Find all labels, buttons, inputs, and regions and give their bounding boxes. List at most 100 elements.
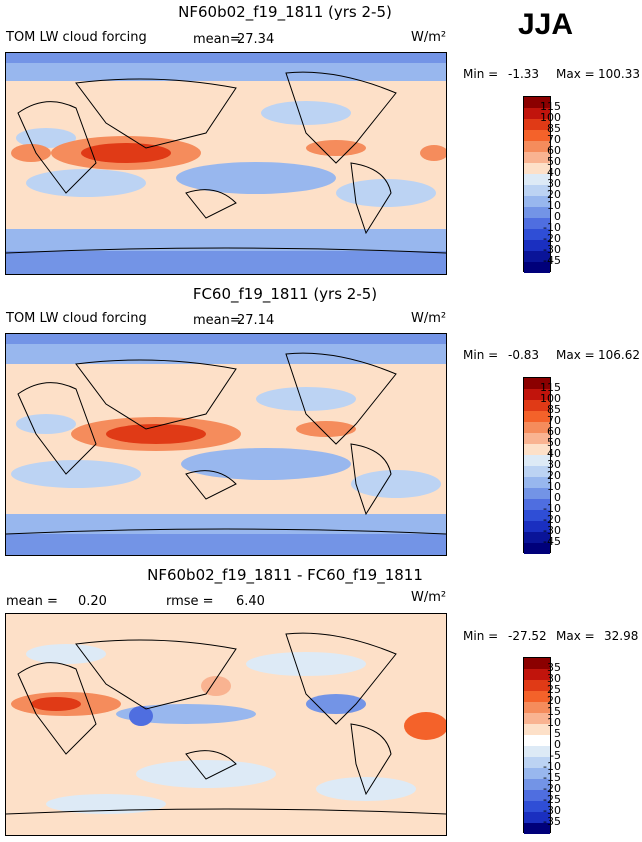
colorbar-segment: [524, 658, 550, 669]
p1-coast: [185, 189, 237, 219]
p1-warm-africa: [11, 144, 51, 162]
panel2-max-value: 106.62: [598, 348, 640, 362]
colorbar-tick-label: 85: [547, 122, 561, 135]
colorbar-segment: [524, 510, 550, 521]
colorbar-tick-label: 10: [547, 199, 561, 212]
colorbar-tick-label: 20: [547, 694, 561, 707]
p1-coast: [17, 101, 97, 194]
colorbar-tick-label: 0: [554, 738, 561, 751]
p3-coast: [185, 750, 237, 780]
colorbar-segment: [524, 488, 550, 499]
panel3-colorbar: [523, 657, 551, 834]
colorbar-tick-label: 50: [547, 155, 561, 168]
p1-coast: [6, 247, 446, 254]
colorbar-segment: [524, 499, 550, 510]
panel3-min-value: -27.52: [508, 629, 547, 643]
panel1-mean-label: mean=: [193, 32, 241, 47]
colorbar-segment: [524, 185, 550, 196]
colorbar-tick-label: -10: [543, 221, 561, 234]
colorbar-segment: [524, 823, 550, 834]
colorbar-tick-label: -45: [543, 535, 561, 548]
panel2-colorbar: [523, 377, 551, 554]
panel1-field: [6, 53, 446, 274]
colorbar-segment: [524, 724, 550, 735]
colorbar-segment: [524, 521, 550, 532]
colorbar-tick-label: -45: [543, 254, 561, 267]
p3-coast: [75, 639, 237, 710]
colorbar-tick-label: 70: [547, 133, 561, 146]
p1-blob: [176, 162, 336, 194]
p2-coast: [185, 470, 237, 500]
p2-blob: [181, 448, 351, 480]
panel3-mean-label: mean =: [6, 594, 58, 609]
colorbar-segment: [524, 543, 550, 554]
season-label: JJA: [518, 8, 574, 41]
p3-coast: [17, 662, 97, 755]
p2-coast: [75, 359, 237, 430]
colorbar-segment: [524, 152, 550, 163]
colorbar-segment: [524, 141, 550, 152]
panel3-max-value: 32.98: [604, 629, 639, 643]
panel3-map: [5, 613, 447, 836]
p2-antarctic: [6, 534, 446, 555]
colorbar-tick-label: 50: [547, 436, 561, 449]
panel3-units: W/m²: [411, 590, 447, 605]
colorbar-segment: [524, 130, 550, 141]
colorbar-tick-label: 100: [540, 111, 561, 124]
colorbar-segment: [524, 455, 550, 466]
p1-coast: [285, 71, 397, 164]
colorbar-tick-label: 10: [547, 716, 561, 729]
colorbar-segment: [524, 812, 550, 823]
p1-warm-amer: [306, 140, 366, 156]
panel1-min-label: Min =: [463, 67, 499, 81]
panel3-title: NF60b02_f19_1811 - FC60_f19_1811: [147, 566, 423, 584]
colorbar-segment: [524, 702, 550, 713]
colorbar-tick-label: 10: [547, 480, 561, 493]
panel1-title: NF60b02_f19_1811 (yrs 2-5): [178, 3, 392, 21]
panel1-min-value: -1.33: [508, 67, 540, 81]
colorbar-tick-label: 20: [547, 469, 561, 482]
colorbar-segment: [524, 444, 550, 455]
colorbar-tick-label: -30: [543, 524, 561, 537]
p2-blob: [256, 387, 356, 411]
panel2-mean-label: mean=: [193, 313, 241, 328]
p2-coast: [6, 528, 446, 535]
colorbar-tick-label: -20: [543, 232, 561, 245]
panel2-min-value: -0.83: [508, 348, 540, 362]
p3-blob: [136, 760, 276, 788]
colorbar-segment: [524, 746, 550, 757]
p1-antarctic: [6, 251, 446, 274]
p2-coast: [17, 382, 97, 475]
p2-coast: [285, 352, 397, 445]
colorbar-tick-label: 0: [554, 210, 561, 223]
colorbar-segment: [524, 196, 550, 207]
colorbar-segment: [524, 680, 550, 691]
colorbar-segment: [524, 757, 550, 768]
colorbar-segment: [524, 691, 550, 702]
p2-arctic: [6, 334, 446, 344]
colorbar-segment: [524, 801, 550, 812]
panel2-field: [6, 334, 446, 555]
panel3-field: [6, 614, 446, 835]
p2-warm-amer: [296, 421, 356, 437]
colorbar-tick-label: 25: [547, 683, 561, 696]
p3-blob: [316, 777, 416, 801]
colorbar-tick-label: -20: [543, 782, 561, 795]
p1-arctic: [6, 53, 446, 63]
p2-warm-core: [106, 424, 206, 444]
p3-coast: [6, 808, 446, 815]
panel1-max-label: Max =: [556, 67, 595, 81]
p3-coast: [350, 723, 392, 796]
panel1-units: W/m²: [411, 30, 447, 45]
colorbar-tick-label: 40: [547, 447, 561, 460]
p3-blob: [46, 794, 166, 814]
p2-blob: [351, 470, 441, 498]
colorbar-tick-label: 30: [547, 672, 561, 685]
colorbar-tick-label: 30: [547, 177, 561, 190]
panel3-mean-value: 0.20: [78, 594, 107, 609]
colorbar-tick-label: 60: [547, 144, 561, 157]
p1-blob: [336, 179, 436, 207]
colorbar-segment: [524, 163, 550, 174]
colorbar-segment: [524, 240, 550, 251]
colorbar-segment: [524, 251, 550, 262]
